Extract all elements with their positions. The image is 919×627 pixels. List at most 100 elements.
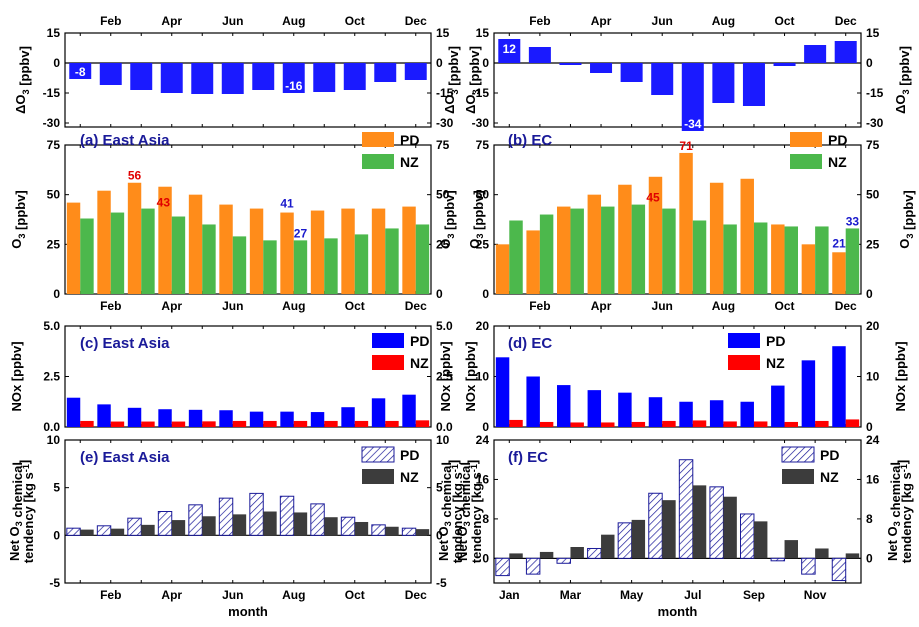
o3-ec-ytick-label-right: 25 xyxy=(866,237,880,251)
o3-ec-bar-nz xyxy=(570,208,584,294)
delta-ea-xtick-label: Oct xyxy=(345,14,365,28)
net-ea-bar-pd xyxy=(96,525,112,536)
o3-ec-bar-nz xyxy=(662,208,676,294)
o3-ec-ytick-label-right: 0 xyxy=(866,287,873,301)
delta-ea-bar xyxy=(221,63,244,94)
nox-ea-ytick-label-left: 2.5 xyxy=(43,370,60,384)
nox-ea-bar-nz xyxy=(354,420,369,427)
delta-ec-ytick-label-left: 0 xyxy=(482,56,489,70)
o3-ec-ylabel-left: O3 [ppbv] xyxy=(438,190,457,249)
net-ec-ytick-label-left: 24 xyxy=(476,433,490,447)
net-ec-bar-pd xyxy=(678,459,694,559)
delta-ec-bar xyxy=(590,63,613,73)
nox-ea-bar-nz xyxy=(141,421,155,427)
nox-ec-bar-nz xyxy=(753,421,768,427)
o3-ea-xtick-label: Oct xyxy=(345,299,365,313)
net-ea-ytick-label-left: -5 xyxy=(49,576,60,590)
o3-ea-bar-pd xyxy=(371,208,386,294)
nox-ea-bar-pd xyxy=(249,411,264,427)
o3-ec-bar-pd xyxy=(740,178,754,294)
nox-ec-bar-pd xyxy=(495,357,510,427)
legend-label-nz: NZ xyxy=(766,355,785,371)
nox-ea-bar-nz xyxy=(202,421,216,427)
o3-ea-ytick-label-left: 75 xyxy=(47,138,61,152)
nox-ea-bar-pd xyxy=(127,407,142,427)
nox-ec-ylabel-left: NOx [ppbv] xyxy=(438,341,453,411)
delta-ec-bar xyxy=(620,63,643,82)
o3-ec-xtick-label: Dec xyxy=(835,299,857,313)
o3-ec-bar-pd xyxy=(832,252,846,294)
delta-ea-axes: 15 15 0 0 -15 -15 -30 -30 Feb Apr Jun Aug Oct Dec xyxy=(43,14,454,130)
net-ea-bar-nz xyxy=(385,526,399,536)
net-ec-xtick-label: Jan xyxy=(499,588,520,602)
o3-ea-frame xyxy=(64,144,432,295)
nox-ea-axes: 0.0 0.0 2.5 2.5 5.0 5.0 xyxy=(43,319,453,434)
o3-ea-bar-pd xyxy=(97,190,111,294)
o3-ec-bar-nz xyxy=(539,214,554,294)
delta-ec-axes: 15 15 0 0 -15 -15 -30 -30 Feb Apr Jun Aug Oct Dec xyxy=(472,14,884,130)
o3-ea-label-nz: 43 xyxy=(157,196,171,210)
net-ec-bar-pd xyxy=(801,557,816,575)
nox-ea-bar-nz xyxy=(110,421,125,427)
delta-ec-label-jul: -34 xyxy=(684,117,702,131)
delta-ec-ytick-label-left: -15 xyxy=(472,86,490,100)
delta-ea-xtick-label: Jun xyxy=(222,14,243,28)
xlabel-right: month xyxy=(658,604,698,619)
nox-ea-title: (c) East Asia xyxy=(80,335,170,352)
net-ec-bar-nz xyxy=(570,547,584,559)
legend-label-pd: PD xyxy=(400,447,419,463)
net-ea-bar-pd xyxy=(249,492,264,536)
net-ea-bar-nz xyxy=(110,528,125,536)
o3-ea-bar-nz xyxy=(293,240,308,294)
o3-ec-ytick-label-right: 75 xyxy=(866,138,880,152)
net-ea-bar-pd xyxy=(310,503,325,536)
o3-ec-bar-nz xyxy=(784,226,798,294)
o3-ea-bar-pd xyxy=(158,186,172,294)
net-ea-ylabel-line: tendency [kg s-1] xyxy=(17,460,36,563)
net-ea-ytick-label-right: 10 xyxy=(436,433,450,447)
net-ec-bar-nz xyxy=(509,553,523,559)
nox-ea-bar-nz xyxy=(171,421,186,427)
legend-swatch-pd xyxy=(372,333,404,348)
delta-ec-bar xyxy=(681,63,704,131)
net-ea-bar-nz xyxy=(293,512,308,536)
net-ea-axes: -5 -5 0 0 5 5 10 10 Feb Apr Jun Aug Oct Dec xyxy=(47,433,450,602)
net-ea-ytick-label-left: 5 xyxy=(53,481,60,495)
nox-ea-bar-nz xyxy=(232,420,247,427)
nox-ec-bar-pd xyxy=(740,401,754,427)
delta-ea-bar xyxy=(130,63,153,90)
net-ea-xtick-label: Oct xyxy=(345,588,365,602)
net-ec-xtick-label: Nov xyxy=(804,588,827,602)
nox-ec-bar-pd xyxy=(526,376,540,427)
delta-ec-bar xyxy=(773,63,796,66)
o3-ea-bar-nz xyxy=(232,236,247,294)
nox-ea-ytick-label-left: 0.0 xyxy=(43,420,60,434)
delta-ec-ylabel-right: ΔO3 [ppbv] xyxy=(893,46,912,114)
legend-label-nz: NZ xyxy=(400,154,419,170)
nox-ec-bar-nz xyxy=(570,422,584,427)
o3-ec-axes: 0 0 25 25 50 50 75 75 Feb Apr Jun Aug Oct Dec xyxy=(476,138,880,313)
net-ec-bar-pd xyxy=(770,557,786,562)
net-ec-bar-pd xyxy=(648,492,663,559)
delta-ec-ytick-label-right: -30 xyxy=(866,116,884,130)
o3-ea-bar-nz xyxy=(385,228,399,294)
net-ea-bar-pd xyxy=(371,524,386,536)
o3-ea-bar-nz xyxy=(263,240,277,294)
delta-ea-xtick-label: Apr xyxy=(161,14,182,28)
o3-ea-bar-nz xyxy=(324,238,338,294)
net-ec-bar-pd xyxy=(709,486,724,559)
nox-ec-bar-nz xyxy=(845,419,860,427)
net-ec-bar-nz xyxy=(601,534,615,559)
delta-ea-label-jan: -8 xyxy=(75,65,86,79)
legend-label-nz: NZ xyxy=(820,469,839,485)
o3-ea-bar-pd xyxy=(219,204,233,294)
nox-ea-ytick-label-left: 5.0 xyxy=(43,319,60,333)
net-ec-ytick-label-right: 8 xyxy=(866,512,873,526)
o3-ea-title: (a) East Asia xyxy=(80,132,170,149)
o3-ec-label-nz: 45 xyxy=(646,191,660,205)
net-ec-bar-pd xyxy=(587,547,602,559)
net-ec-bar-pd xyxy=(831,557,847,582)
